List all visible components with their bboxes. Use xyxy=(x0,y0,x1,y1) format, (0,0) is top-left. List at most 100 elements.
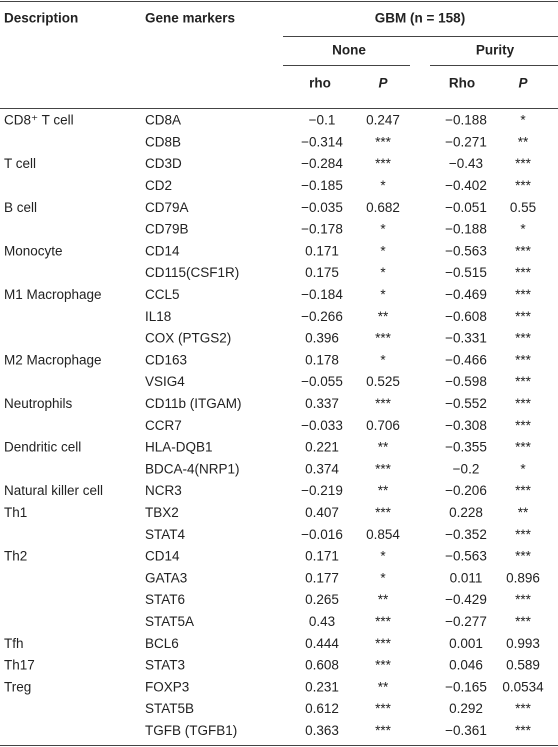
header-cell: Gene markers xyxy=(145,11,235,26)
table-cell: VSIG4 xyxy=(145,374,185,389)
header-cell: P xyxy=(518,76,528,91)
table-cell: *** xyxy=(375,331,392,346)
table-cell: ** xyxy=(378,679,389,694)
table-cell: *** xyxy=(375,134,392,149)
table-cell: Neutrophils xyxy=(4,396,73,411)
table-cell: −0.314 xyxy=(301,134,343,149)
table-cell: −0.184 xyxy=(301,287,343,302)
table-cell: 0.682 xyxy=(366,200,400,215)
table-cell: 0.55 xyxy=(510,200,536,215)
table-cell: M2 Macrophage xyxy=(4,352,102,367)
table-cell: 0.589 xyxy=(506,658,540,673)
table-cell: −0.266 xyxy=(301,309,343,324)
header-cell: Rho xyxy=(449,76,475,91)
table-cell: Monocyte xyxy=(4,243,63,258)
table-cell: 0.221 xyxy=(305,440,339,455)
table-cell: −0.429 xyxy=(445,592,487,607)
table-cell: Th2 xyxy=(4,549,27,564)
table-cell: −0.308 xyxy=(445,418,487,433)
table-cell: * xyxy=(380,549,386,564)
table-cell: *** xyxy=(515,723,532,738)
table-cell: * xyxy=(520,113,526,128)
header-cell: rho xyxy=(309,76,331,91)
table-cell: *** xyxy=(375,396,392,411)
table-cell: * xyxy=(380,265,386,280)
table-cell: CD14 xyxy=(145,243,180,258)
table-cell: −0.402 xyxy=(445,178,487,193)
table-cell: −0.055 xyxy=(301,374,343,389)
table-cell: COX (PTGS2) xyxy=(145,331,231,346)
table-cell: Natural killer cell xyxy=(4,483,103,498)
table-cell: −0.608 xyxy=(445,309,487,324)
table-cell: CCL5 xyxy=(145,287,180,302)
table-cell: * xyxy=(380,570,386,585)
table-cell: −0.563 xyxy=(445,549,487,564)
header-cell: Description xyxy=(4,11,78,26)
table-cell: −0.515 xyxy=(445,265,487,280)
table-cell: *** xyxy=(515,549,532,564)
table-cell: 0.175 xyxy=(305,265,339,280)
table-cell: *** xyxy=(515,701,532,716)
table-cell: Th1 xyxy=(4,505,27,520)
table-cell: −0.466 xyxy=(445,352,487,367)
table-cell: B cell xyxy=(4,200,37,215)
table-cell: ** xyxy=(378,440,389,455)
table-cell: BDCA-4(NRP1) xyxy=(145,461,240,476)
table-cell: *** xyxy=(515,287,532,302)
table-cell: −0.271 xyxy=(445,134,487,149)
table-cell: 0.171 xyxy=(305,549,339,564)
table-cell: CD2 xyxy=(145,178,172,193)
table-cell: 0.43 xyxy=(309,614,335,629)
table-cell: Th17 xyxy=(4,658,35,673)
table-cell: CD115(CSF1R) xyxy=(145,265,239,280)
table-cell: −0.165 xyxy=(445,679,487,694)
table-cell: −0.1 xyxy=(309,113,336,128)
table-cell: *** xyxy=(515,483,532,498)
table-cell: −0.2 xyxy=(453,461,480,476)
table-cell: *** xyxy=(515,352,532,367)
table-cell: 0.228 xyxy=(449,505,483,520)
table-cell: −0.219 xyxy=(301,483,343,498)
table-cell: 0.046 xyxy=(449,658,483,673)
table-cell: *** xyxy=(515,418,532,433)
table-cell: Tfh xyxy=(4,636,24,651)
table-cell: M1 Macrophage xyxy=(4,287,102,302)
table-cell: STAT4 xyxy=(145,527,185,542)
table-cell: *** xyxy=(515,331,532,346)
table-cell: CCR7 xyxy=(145,418,182,433)
table-cell: STAT5B xyxy=(145,701,194,716)
table-cell: 0.011 xyxy=(450,570,483,585)
table-cell: *** xyxy=(375,636,392,651)
table-cell: −0.284 xyxy=(301,156,343,171)
header-cell: GBM (n = 158) xyxy=(375,11,465,26)
table-cell: GATA3 xyxy=(145,570,187,585)
table-cell: 0.265 xyxy=(305,592,339,607)
table-cell: CD8B xyxy=(145,134,181,149)
table-cell: −0.361 xyxy=(445,723,487,738)
table-cell: 0.854 xyxy=(366,527,400,542)
table-cell: *** xyxy=(515,592,532,607)
header-cell: Purity xyxy=(476,43,515,58)
table-cell: * xyxy=(380,222,386,237)
table-cell: CD14 xyxy=(145,549,180,564)
table-cell: HLA-DQB1 xyxy=(145,440,213,455)
table-cell: −0.188 xyxy=(445,113,487,128)
table-cell: 0.396 xyxy=(305,331,339,346)
table-cell: −0.563 xyxy=(445,243,487,258)
header-cell: None xyxy=(332,43,366,58)
table-cell: *** xyxy=(375,156,392,171)
table-cell: CD11b (ITGAM) xyxy=(145,396,242,411)
header-cell: P xyxy=(378,76,388,91)
table-cell: ** xyxy=(518,505,529,520)
table-cell: −0.178 xyxy=(301,222,343,237)
table-cell: 0.001 xyxy=(449,636,483,651)
table-cell: −0.185 xyxy=(301,178,343,193)
table-cell: −0.331 xyxy=(445,331,487,346)
table-cell: * xyxy=(380,352,386,367)
table-cell: 0.337 xyxy=(305,396,339,411)
table-cell: CD3D xyxy=(145,156,182,171)
table-cell: STAT5A xyxy=(145,614,194,629)
table-cell: −0.598 xyxy=(445,374,487,389)
table-cell: TGFB (TGFB1) xyxy=(145,723,237,738)
